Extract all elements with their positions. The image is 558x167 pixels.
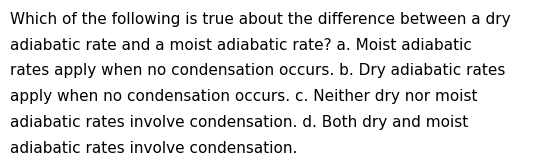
Text: Which of the following is true about the difference between a dry: Which of the following is true about the… — [10, 12, 511, 27]
Text: adiabatic rates involve condensation. d. Both dry and moist: adiabatic rates involve condensation. d.… — [10, 115, 468, 130]
Text: rates apply when no condensation occurs. b. Dry adiabatic rates: rates apply when no condensation occurs.… — [10, 63, 506, 78]
Text: adiabatic rate and a moist adiabatic rate? a. Moist adiabatic: adiabatic rate and a moist adiabatic rat… — [10, 38, 472, 53]
Text: apply when no condensation occurs. c. Neither dry nor moist: apply when no condensation occurs. c. Ne… — [10, 89, 478, 104]
Text: adiabatic rates involve condensation.: adiabatic rates involve condensation. — [10, 141, 297, 156]
